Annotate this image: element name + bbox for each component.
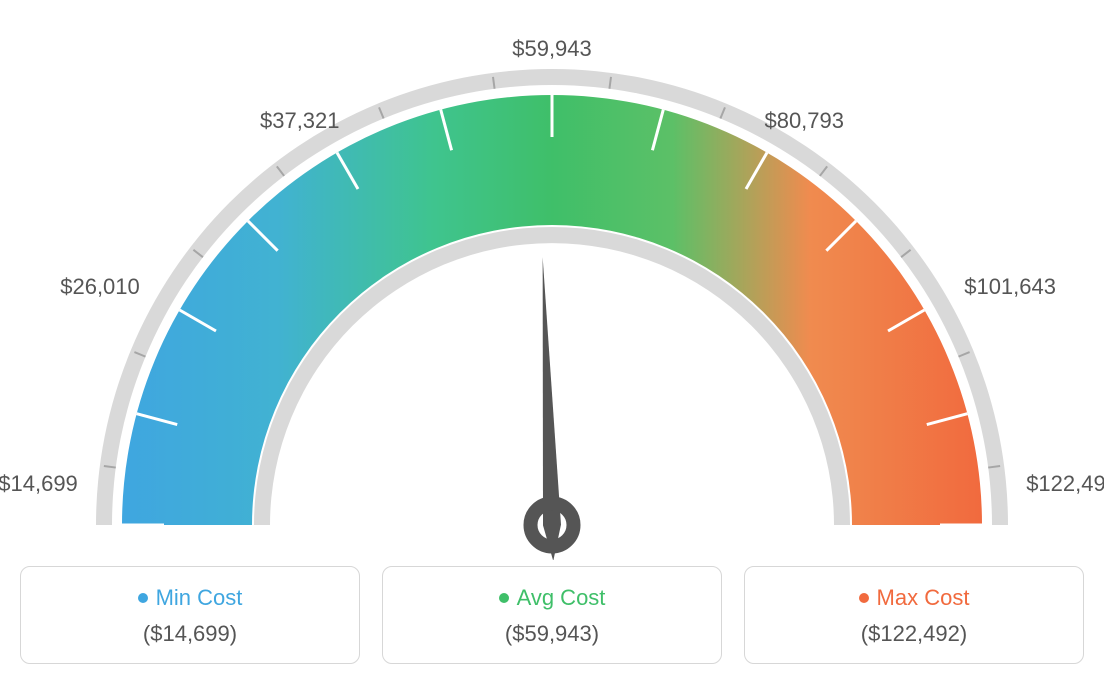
legend-value-avg: ($59,943) (393, 621, 711, 647)
dot-icon (138, 593, 148, 603)
legend-title-text: Avg Cost (517, 585, 606, 611)
legend-value-min: ($14,699) (31, 621, 349, 647)
legend-card-min: Min Cost ($14,699) (20, 566, 360, 664)
cost-gauge-chart: $14,699$26,010$37,321$59,943$80,793$101,… (20, 20, 1084, 560)
dot-icon (859, 593, 869, 603)
legend-title-text: Max Cost (877, 585, 970, 611)
gauge-svg (20, 20, 1084, 560)
legend-row: Min Cost ($14,699) Avg Cost ($59,943) Ma… (20, 566, 1084, 664)
legend-title-max: Max Cost (859, 585, 970, 611)
gauge-tick-label: $14,699 (0, 471, 78, 497)
legend-value-max: ($122,492) (755, 621, 1073, 647)
legend-card-max: Max Cost ($122,492) (744, 566, 1084, 664)
dot-icon (499, 593, 509, 603)
gauge-tick-label: $80,793 (764, 108, 844, 134)
gauge-tick-label: $122,492 (1026, 471, 1104, 497)
legend-title-min: Min Cost (138, 585, 243, 611)
gauge-tick-label: $37,321 (260, 108, 340, 134)
legend-card-avg: Avg Cost ($59,943) (382, 566, 722, 664)
legend-title-avg: Avg Cost (499, 585, 606, 611)
legend-title-text: Min Cost (156, 585, 243, 611)
gauge-tick-label: $101,643 (964, 274, 1056, 300)
gauge-tick-label: $26,010 (60, 274, 140, 300)
gauge-tick-label: $59,943 (512, 36, 592, 62)
